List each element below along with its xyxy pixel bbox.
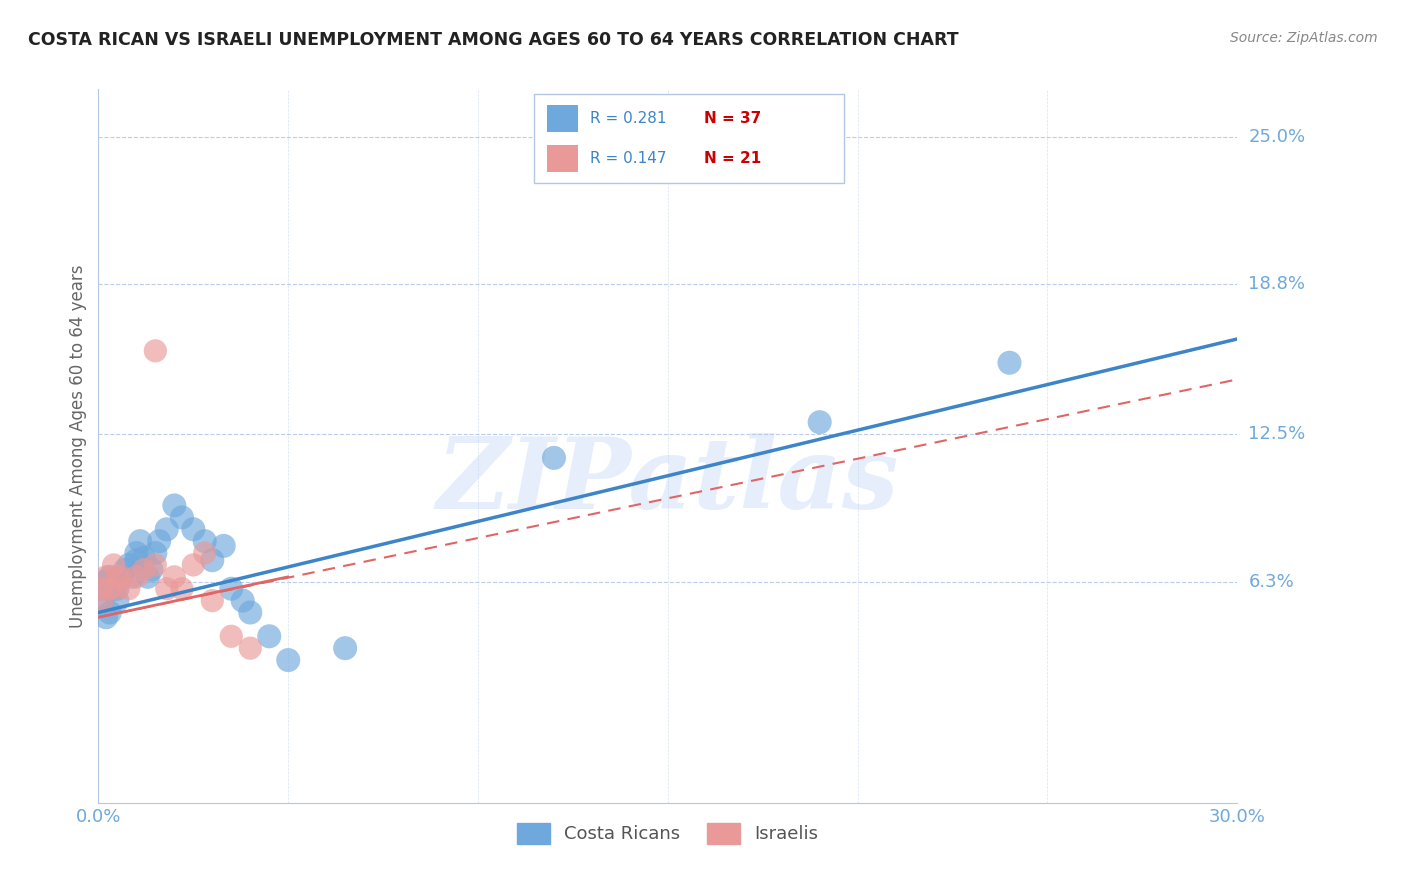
Point [239, 641, 262, 656]
Bar [547, 145, 578, 172]
Point [212, 539, 235, 553]
Text: 18.8%: 18.8% [1249, 276, 1305, 293]
Point [107, 593, 129, 607]
Point [98, 570, 121, 584]
Point [156, 582, 179, 596]
Text: ZIPatlas: ZIPatlas [437, 434, 898, 530]
Point [125, 570, 148, 584]
Point [107, 582, 129, 596]
Point [201, 553, 224, 567]
Point [94, 570, 117, 584]
Point [808, 415, 831, 429]
Point [91, 582, 114, 596]
Bar [547, 105, 578, 132]
Point [221, 582, 243, 596]
Text: Source: ZipAtlas.com: Source: ZipAtlas.com [1230, 31, 1378, 45]
Point [335, 641, 357, 656]
Text: 25.0%: 25.0% [1249, 128, 1306, 145]
Point [145, 343, 167, 358]
Point [114, 563, 136, 577]
Point [98, 606, 121, 620]
Point [201, 593, 224, 607]
FancyBboxPatch shape [534, 94, 844, 183]
Point [232, 593, 254, 607]
Point [259, 629, 281, 643]
Point [125, 546, 148, 560]
Point [110, 570, 132, 584]
Text: COSTA RICAN VS ISRAELI UNEMPLOYMENT AMONG AGES 60 TO 64 YEARS CORRELATION CHART: COSTA RICAN VS ISRAELI UNEMPLOYMENT AMON… [28, 31, 959, 49]
Point [118, 582, 141, 596]
Point [163, 570, 186, 584]
Point [136, 570, 159, 584]
Point [125, 553, 148, 567]
Point [91, 593, 114, 607]
Point [107, 570, 129, 584]
Point [543, 450, 565, 465]
Point [183, 558, 205, 572]
Text: R = 0.281: R = 0.281 [591, 112, 666, 126]
Text: N = 37: N = 37 [704, 112, 762, 126]
Text: R = 0.147: R = 0.147 [591, 152, 666, 166]
Point [129, 534, 152, 549]
Point [221, 629, 243, 643]
Point [239, 606, 262, 620]
Point [132, 563, 155, 577]
Y-axis label: Unemployment Among Ages 60 to 64 years: Unemployment Among Ages 60 to 64 years [69, 264, 87, 628]
Point [103, 582, 125, 596]
Point [141, 563, 163, 577]
Point [121, 570, 143, 584]
Point [91, 593, 114, 607]
Text: 6.3%: 6.3% [1249, 573, 1294, 591]
Point [998, 356, 1021, 370]
Point [110, 570, 132, 584]
Point [183, 522, 205, 536]
Point [170, 582, 193, 596]
Point [194, 534, 217, 549]
Point [277, 653, 299, 667]
Point [145, 546, 167, 560]
Point [156, 522, 179, 536]
Point [194, 546, 217, 560]
Point [103, 558, 125, 572]
Point [118, 558, 141, 572]
Point [91, 582, 114, 596]
Point [145, 558, 167, 572]
Point [94, 610, 117, 624]
Point [98, 582, 121, 596]
Text: 12.5%: 12.5% [1249, 425, 1306, 443]
Point [107, 582, 129, 596]
Point [94, 574, 117, 589]
Point [148, 534, 170, 549]
Text: N = 21: N = 21 [704, 152, 762, 166]
Point [132, 550, 155, 565]
Legend: Costa Ricans, Israelis: Costa Ricans, Israelis [510, 815, 825, 851]
Point [163, 499, 186, 513]
Point [170, 510, 193, 524]
